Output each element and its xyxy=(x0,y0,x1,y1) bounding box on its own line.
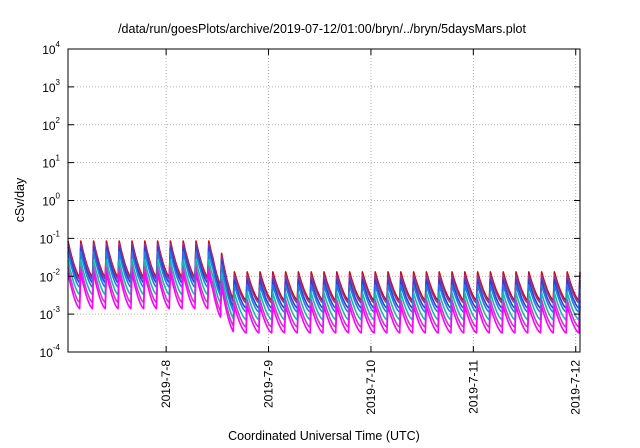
y-tick-label: 102 xyxy=(42,116,60,133)
y-tick-label: 101 xyxy=(42,154,60,171)
y-tick-base: 10 xyxy=(40,270,54,284)
x-axis-label: Coordinated Universal Time (UTC) xyxy=(228,429,420,443)
y-tick-exponent: 2 xyxy=(56,116,61,125)
y-tick-label: 10-4 xyxy=(40,343,61,360)
y-tick-label: 104 xyxy=(42,40,60,57)
y-tick-base: 10 xyxy=(42,195,56,209)
x-tick-label: 2019-7-8 xyxy=(159,360,173,408)
y-tick-exponent: 1 xyxy=(56,154,61,163)
series-line xyxy=(67,272,581,334)
y-tick-label: 103 xyxy=(42,78,60,95)
x-axis: 2019-7-8 2019-7-9 2019-7-10 2019-7-11 2019-7… xyxy=(159,49,583,415)
series-line xyxy=(67,243,581,304)
y-tick-base: 10 xyxy=(42,81,56,95)
y-tick-exponent: -1 xyxy=(53,229,61,238)
y-tick-label: 100 xyxy=(42,192,60,209)
series-line xyxy=(67,266,581,328)
y-tick-base: 10 xyxy=(42,119,56,133)
y-tick-exponent: -3 xyxy=(53,305,61,314)
y-tick-label: 10-2 xyxy=(40,267,61,284)
y-tick-base: 10 xyxy=(42,43,56,57)
chart-title: /data/run/goesPlots/archive/2019-07-12/0… xyxy=(118,22,526,36)
y-tick-exponent: 3 xyxy=(56,78,61,87)
y-tick-base: 10 xyxy=(40,308,54,322)
y-tick-label: 10-1 xyxy=(40,229,61,246)
series-line xyxy=(67,251,581,314)
series-line xyxy=(67,246,581,310)
x-tick-label: 2019-7-9 xyxy=(262,360,276,408)
series-line xyxy=(67,259,581,321)
x-tick-label: 2019-7-11 xyxy=(466,360,480,414)
y-tick-base: 10 xyxy=(40,346,54,360)
series-line xyxy=(67,240,581,302)
y-tick-exponent: 0 xyxy=(56,192,61,201)
x-tick-label: 2019-7-12 xyxy=(569,360,583,415)
y-tick-base: 10 xyxy=(40,232,54,246)
y-tick-label: 10-3 xyxy=(40,305,61,322)
y-tick-exponent: -2 xyxy=(53,267,61,276)
y-tick-exponent: 4 xyxy=(56,40,61,49)
y-tick-exponent: -4 xyxy=(53,343,61,352)
series-layer xyxy=(67,240,581,334)
y-axis-label: cSv/day xyxy=(13,177,27,222)
y-tick-base: 10 xyxy=(42,157,56,171)
grid xyxy=(68,49,580,352)
x-tick-label: 2019-7-10 xyxy=(364,360,378,415)
